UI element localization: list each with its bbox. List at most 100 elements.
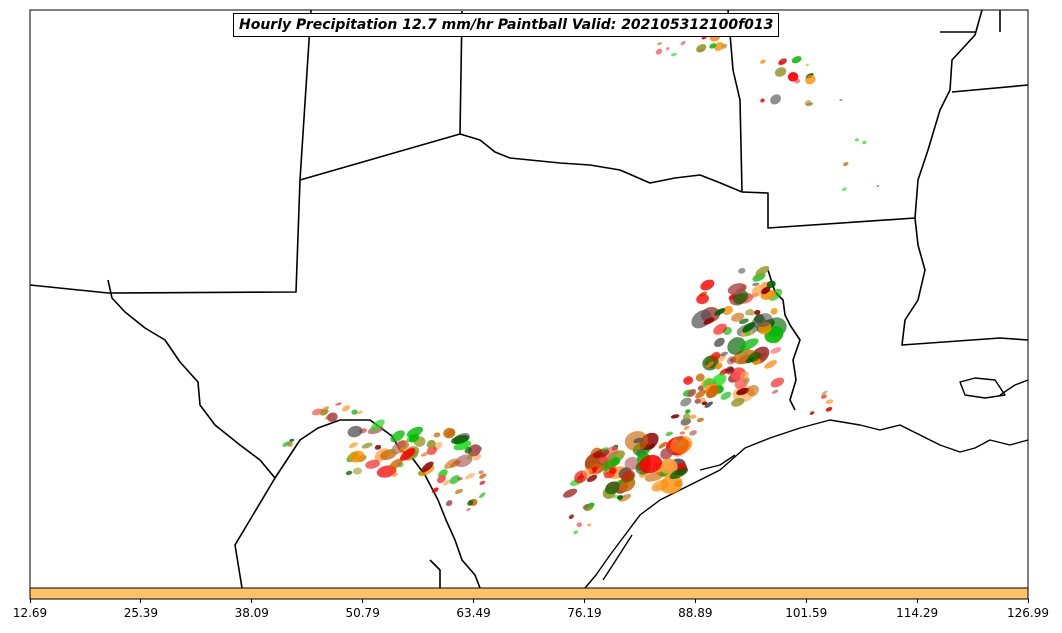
- precip-blob: [689, 430, 697, 436]
- precip-blob: [720, 391, 732, 400]
- precip-blob: [760, 98, 765, 103]
- precip-blob: [821, 390, 828, 395]
- state-borders: [29, 9, 1029, 589]
- precip-blob: [741, 351, 748, 357]
- precip-blob: [587, 523, 592, 527]
- precip-blob: [399, 448, 416, 461]
- precip-blob: [582, 503, 589, 510]
- precip-blob: [389, 458, 403, 470]
- precip-blob: [390, 430, 405, 443]
- precip-blob: [760, 59, 766, 64]
- ms-border: [901, 217, 1029, 346]
- colorbar-tick: [140, 599, 142, 603]
- precip-blob: [752, 282, 760, 286]
- precip-blob: [639, 454, 663, 474]
- precip-blob: [744, 309, 754, 316]
- coastline: [584, 377, 1029, 589]
- precip-blob: [774, 67, 787, 77]
- precip-blob: [454, 488, 464, 494]
- precip-blob: [683, 425, 690, 430]
- precip-blob: [770, 308, 778, 315]
- precip-blob: [725, 366, 735, 375]
- precip-blob: [680, 40, 686, 46]
- precip-blob: [695, 389, 707, 399]
- precip-blob: [704, 385, 710, 390]
- precip-blob: [479, 480, 486, 485]
- precip-blob: [805, 63, 810, 67]
- precip-blob: [805, 78, 811, 82]
- precip-blob: [348, 450, 365, 463]
- precip-blob: [854, 138, 859, 142]
- precip-blob: [714, 42, 724, 51]
- precip-blob: [605, 481, 620, 495]
- precip-blob: [747, 385, 759, 397]
- precip-blob: [289, 438, 295, 442]
- colorbar-tick-label: 63.49: [456, 606, 491, 620]
- precip-blob: [697, 385, 704, 391]
- precip-blob: [738, 267, 746, 274]
- precip-blob: [406, 426, 424, 438]
- precip-blob: [351, 409, 358, 415]
- ar-la-border: [741, 191, 916, 229]
- precip-blob: [467, 444, 482, 457]
- precip-blob: [843, 161, 849, 167]
- precip-blob: [670, 52, 678, 57]
- colorbar: [29, 587, 1029, 600]
- colorbar-tick-label: 126.99: [1007, 606, 1049, 620]
- precip-blob: [670, 414, 680, 419]
- precip-blob: [739, 338, 759, 351]
- precip-blob: [696, 44, 707, 53]
- precip-blob: [341, 405, 351, 412]
- precip-blob: [764, 360, 777, 369]
- precip-blob: [357, 410, 363, 415]
- precip-blob: [683, 376, 694, 385]
- precip-blob: [666, 47, 670, 51]
- precip-blob: [876, 185, 880, 188]
- precip-blob: [655, 48, 663, 55]
- precip-blob: [708, 385, 719, 393]
- precip-blob: [593, 449, 610, 459]
- precip-blob: [599, 446, 619, 464]
- precip-blob: [676, 435, 683, 441]
- precip-blob: [754, 309, 761, 315]
- precip-blob: [825, 407, 833, 412]
- precip-blob: [420, 452, 429, 457]
- colorbar-tick-label: 76.19: [567, 606, 602, 620]
- precip-blob: [839, 99, 843, 102]
- precip-blob: [656, 42, 663, 46]
- precip-blob: [701, 401, 708, 406]
- precip-blob: [443, 479, 451, 486]
- precip-blob: [770, 94, 781, 105]
- precip-blob: [563, 488, 578, 498]
- precip-blob: [582, 468, 593, 477]
- precip-blob: [361, 442, 373, 449]
- precip-blob: [431, 487, 439, 493]
- precip-blob: [700, 279, 715, 291]
- precip-blob: [466, 455, 473, 461]
- precip-blob: [676, 441, 686, 448]
- precip-blob: [731, 312, 745, 322]
- colorbar-tick: [805, 599, 807, 603]
- precip-blob: [755, 313, 773, 328]
- precip-blob: [426, 439, 436, 449]
- precip-blob: [633, 437, 644, 444]
- precip-blob: [755, 265, 770, 276]
- precip-blob: [696, 293, 710, 305]
- precip-blob: [586, 474, 598, 483]
- precipitation-blobs: [282, 26, 880, 535]
- precip-blob: [703, 317, 715, 325]
- colorbar-tick-label: 12.69: [12, 606, 48, 620]
- precip-blob: [387, 448, 395, 454]
- precip-blob: [352, 467, 363, 475]
- mississippi-river: [914, 9, 983, 219]
- precip-blob: [467, 500, 474, 506]
- precip-blob: [464, 447, 472, 454]
- precip-blob: [679, 431, 685, 435]
- precip-blob: [618, 493, 632, 502]
- precip-blob: [479, 492, 486, 499]
- louisiana-marsh: [959, 377, 1006, 399]
- precip-blob: [736, 387, 750, 396]
- precip-blob: [374, 444, 382, 450]
- colorbar-tick-label: 25.39: [123, 606, 159, 620]
- colorbar-tick-label: 50.79: [345, 606, 380, 620]
